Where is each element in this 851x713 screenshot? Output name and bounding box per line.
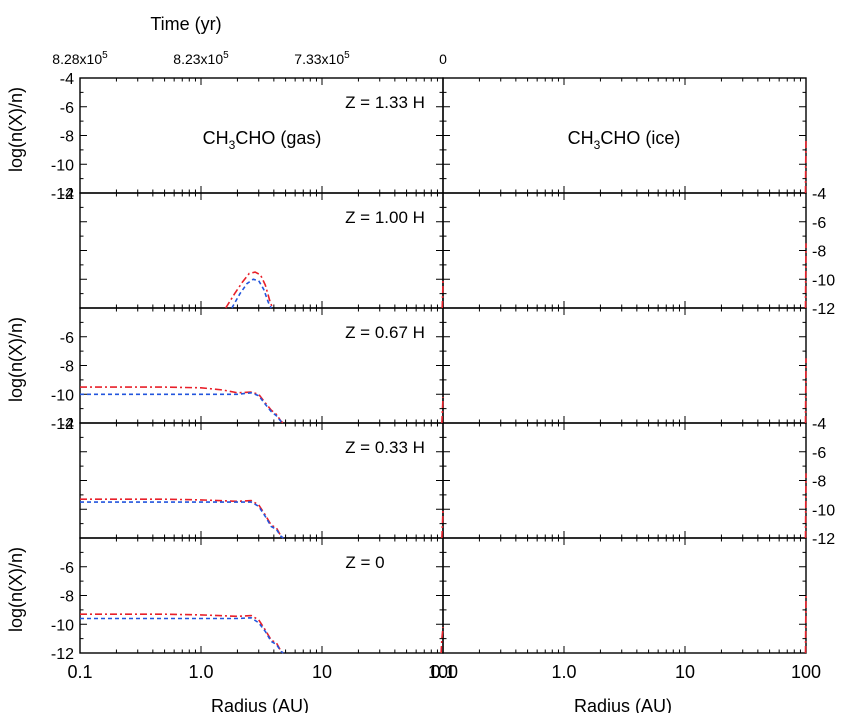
species-subscript: 3 xyxy=(594,138,601,152)
series-line-red-dashdot xyxy=(225,271,274,309)
y-axis-label: log(n(X)/n) xyxy=(6,547,26,632)
panel-frame-ice-2 xyxy=(442,307,807,424)
series-line-blue-dashed xyxy=(80,616,284,654)
species-part: CH xyxy=(568,128,594,148)
y-tick-label: -12 xyxy=(51,186,74,203)
series-line-red-dashdot xyxy=(441,279,444,309)
x-axis-label-left: Radius (AU) xyxy=(211,696,309,713)
species-label-gas: CH3CHO (gas) xyxy=(203,128,322,152)
y-tick-label: -12 xyxy=(812,531,835,548)
series-line-blue-dashed xyxy=(80,501,284,539)
panel-frame-ice-1 xyxy=(442,192,807,309)
series-line-red-dashdot xyxy=(804,595,807,654)
ticks-layer xyxy=(79,77,807,654)
y-tick-label: -4 xyxy=(60,416,74,433)
series-line-red-dashdot xyxy=(441,397,444,424)
series-line-blue-dashed xyxy=(231,278,272,309)
y-tick-label: -10 xyxy=(51,617,74,634)
y-tick-label: -6 xyxy=(60,560,74,577)
time-tick-label: 7.33x105 xyxy=(294,50,350,67)
x-axis-label-right: Radius (AU) xyxy=(574,696,672,713)
species-part: CHO (gas) xyxy=(235,128,321,148)
x-tick-label: 10 xyxy=(675,662,695,682)
x-tick-label: 100 xyxy=(791,662,821,682)
y-tick-label: -6 xyxy=(60,330,74,347)
y-axis-label: log(n(X)/n) xyxy=(6,317,26,402)
y-tick-label: -8 xyxy=(60,129,74,146)
series-line-red-dashdot xyxy=(80,498,284,539)
time-tick-base: 8.28x10 xyxy=(52,51,102,67)
y-tick-label: -12 xyxy=(812,301,835,318)
y-tick-label: -10 xyxy=(812,502,835,519)
x-tick-label: 1.0 xyxy=(551,662,576,682)
panel-z-label: Z = 0 xyxy=(345,553,384,572)
time-tick-label: 0 xyxy=(439,51,447,67)
y-tick-label: -10 xyxy=(51,157,74,174)
y-axis-label: log(n(X)/n) xyxy=(6,87,26,172)
series-line-red-dashdot xyxy=(440,627,444,654)
x-tick-label: 100 xyxy=(428,662,458,682)
series-line-red-dashdot xyxy=(80,386,284,424)
panel-frame-ice-4 xyxy=(442,537,807,654)
species-part: CHO (ice) xyxy=(600,128,680,148)
series-line-red-dashdot xyxy=(804,138,807,194)
series-layer xyxy=(80,138,807,654)
time-tick-label: 8.28x105 xyxy=(52,50,108,67)
y-tick-label: -8 xyxy=(60,359,74,376)
panel-z-label: Z = 0.33 H xyxy=(345,438,425,457)
y-tick-label: -12 xyxy=(51,646,74,663)
time-tick-exponent: 5 xyxy=(223,50,229,61)
y-tick-label: -4 xyxy=(812,186,826,203)
y-tick-label: -6 xyxy=(812,215,826,232)
time-tick-label: 8.23x105 xyxy=(173,50,229,67)
time-axis-label: Time (yr) xyxy=(150,14,221,34)
species-part: CH xyxy=(203,128,229,148)
panel-z-label: Z = 1.00 H xyxy=(345,208,425,227)
series-line-red-dashdot xyxy=(80,613,284,654)
y-tick-label: -6 xyxy=(60,100,74,117)
x-tick-label: 0.1 xyxy=(67,662,92,682)
x-tick-label: 1.0 xyxy=(188,662,213,682)
labels-layer: Time (yr) Radius (AU) Radius (AU) -4 -6 -8… xyxy=(6,14,835,713)
y-tick-label: -4 xyxy=(60,71,74,88)
panel-frame-ice-3 xyxy=(442,422,807,539)
y-tick-label: -4 xyxy=(812,416,826,433)
time-tick-exponent: 5 xyxy=(344,50,350,61)
species-subscript: 3 xyxy=(229,138,236,152)
y-tick-label: -10 xyxy=(51,387,74,404)
y-tick-label: -4 xyxy=(60,186,74,203)
series-line-red-dashdot xyxy=(441,509,444,539)
y-tick-label: -8 xyxy=(60,589,74,606)
panel-z-label: Z = 0.67 H xyxy=(345,323,425,342)
species-label-ice: CH3CHO (ice) xyxy=(568,128,681,152)
x-tick-label: 10 xyxy=(312,662,332,682)
time-tick-exponent: 5 xyxy=(102,50,108,61)
time-tick-base: 7.33x10 xyxy=(294,51,344,67)
y-tick-label: -8 xyxy=(812,474,826,491)
time-tick-base: 8.23x10 xyxy=(173,51,223,67)
x-tick-label: 0.1 xyxy=(430,662,455,682)
y-tick-label: -8 xyxy=(812,244,826,261)
series-line-blue-dashed xyxy=(80,391,284,424)
panel-frame-gas-4 xyxy=(79,537,444,654)
y-tick-label: -6 xyxy=(812,445,826,462)
y-tick-label: -10 xyxy=(812,272,835,289)
y-tick-label: -12 xyxy=(51,416,74,433)
time-tick-base: 0 xyxy=(439,51,447,67)
panel-z-label: Z = 1.33 H xyxy=(345,93,425,112)
